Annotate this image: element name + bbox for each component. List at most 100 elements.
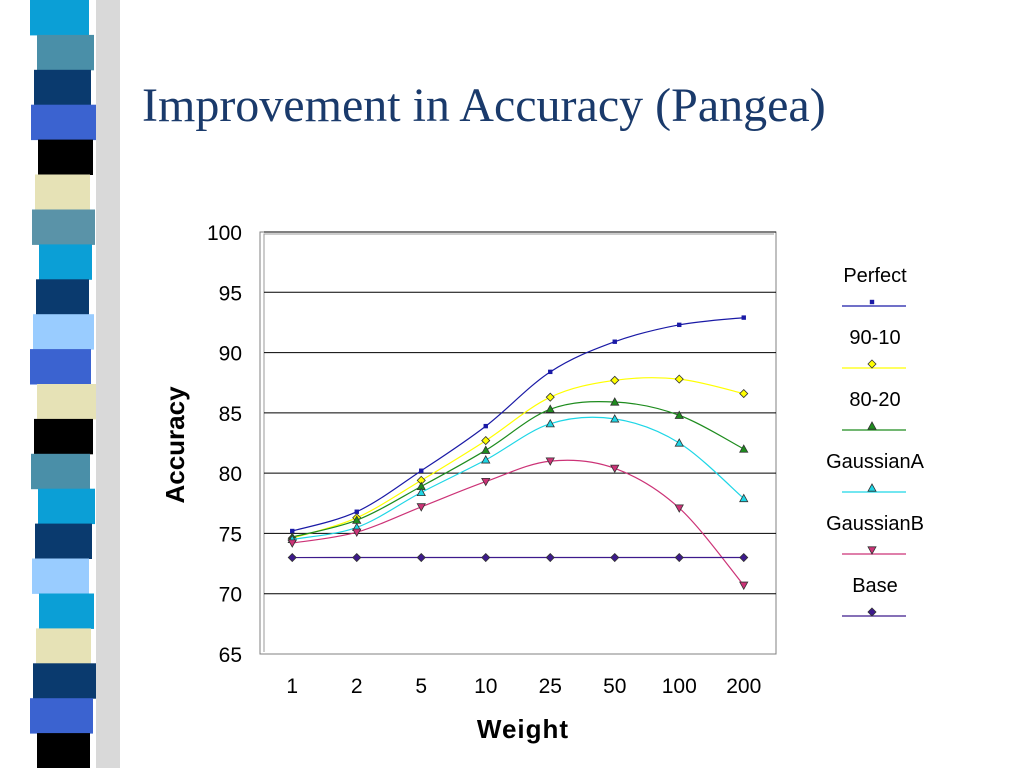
legend-label: GaussianA xyxy=(826,451,924,473)
legend-marker xyxy=(869,299,875,305)
data-point xyxy=(416,503,426,512)
stripe-band xyxy=(33,663,96,699)
data-point xyxy=(610,464,620,474)
data-point xyxy=(739,552,749,563)
y-tick-label: 75 xyxy=(219,523,242,546)
stripe-band xyxy=(34,418,93,455)
plot-border xyxy=(259,231,777,655)
stripe-band xyxy=(32,209,95,245)
data-point xyxy=(545,552,555,563)
data-point xyxy=(352,552,362,563)
data-point xyxy=(481,552,491,563)
gridlines xyxy=(264,231,776,595)
data-point xyxy=(677,322,682,328)
data-point xyxy=(416,487,426,497)
stripe-band xyxy=(37,34,94,71)
y-tick-label: 65 xyxy=(219,644,242,667)
stripe-band xyxy=(38,139,93,175)
stripe-band xyxy=(34,69,91,106)
stripe-band xyxy=(30,349,91,385)
y-tick-label: 70 xyxy=(219,584,242,607)
data-point xyxy=(610,414,620,423)
x-tick-label: 100 xyxy=(662,675,697,698)
legend-marker xyxy=(867,546,877,555)
data-point xyxy=(483,423,488,429)
stripe-band xyxy=(36,279,89,315)
legend-label: GaussianB xyxy=(826,513,924,535)
data-point xyxy=(739,581,749,591)
x-tick-label: 1 xyxy=(286,675,298,698)
stripe-band xyxy=(35,174,90,210)
data-point xyxy=(290,528,295,534)
y-tick-label: 100 xyxy=(207,222,242,245)
data-point xyxy=(548,369,553,375)
series-layer xyxy=(287,315,749,591)
data-point xyxy=(674,410,684,419)
data-point xyxy=(416,552,426,563)
stripe-band xyxy=(37,733,90,768)
x-tick-label: 200 xyxy=(726,675,761,698)
x-tick-label: 2 xyxy=(351,675,363,698)
series-gaussianb xyxy=(287,457,749,591)
data-point xyxy=(674,504,684,513)
data-point xyxy=(545,418,555,428)
stripe-band xyxy=(39,593,94,629)
legend-label: Perfect xyxy=(843,265,907,287)
legend-marker xyxy=(867,483,877,492)
data-point xyxy=(739,444,749,453)
y-axis-label: Accuracy xyxy=(160,386,190,504)
stripe-band xyxy=(39,244,92,280)
data-point xyxy=(481,436,491,446)
data-point xyxy=(610,375,620,385)
series-80-20 xyxy=(287,397,749,541)
stripe-band xyxy=(30,0,89,36)
slide-title: Improvement in Accuracy (Pangea) xyxy=(142,79,826,132)
series-line xyxy=(292,317,744,532)
data-point xyxy=(545,392,555,402)
y-tick-label: 85 xyxy=(219,403,242,426)
stripe-band xyxy=(37,384,96,420)
x-tick-label: 5 xyxy=(415,675,427,698)
decorative-stripe xyxy=(30,0,120,768)
stripe-band xyxy=(31,453,90,490)
legend-marker xyxy=(867,421,877,430)
data-point xyxy=(481,477,491,487)
data-point xyxy=(741,315,746,320)
data-point xyxy=(287,539,297,548)
plot-area xyxy=(259,231,777,655)
stripe-band xyxy=(30,698,93,734)
legend-marker xyxy=(867,359,877,369)
series-gaussiana xyxy=(287,414,749,544)
stripe-band xyxy=(32,558,89,594)
x-tick-label: 25 xyxy=(539,675,562,698)
legend-label: Base xyxy=(852,575,898,597)
stripe-shadow xyxy=(96,0,120,768)
series-perfect xyxy=(290,315,746,534)
legend-label: 80-20 xyxy=(849,389,900,411)
legend-label: 90-10 xyxy=(849,327,900,349)
x-axis-ticks: 1 2 5 10 25 50 100 200 xyxy=(286,675,761,698)
stripe-band xyxy=(36,628,91,664)
stripe-band xyxy=(38,488,95,525)
x-tick-label: 10 xyxy=(474,675,497,698)
legend: Perfect 90-10 80-20 GaussianA GaussianB Base xyxy=(826,265,925,617)
y-tick-label: 90 xyxy=(219,343,242,366)
data-point xyxy=(610,397,620,406)
data-point xyxy=(739,389,749,399)
data-point xyxy=(612,339,617,344)
plot-wall-edge xyxy=(263,233,774,652)
y-tick-label: 80 xyxy=(219,463,242,486)
data-point xyxy=(352,528,362,538)
data-point xyxy=(481,445,491,454)
data-point xyxy=(674,374,684,384)
legend-marker xyxy=(867,607,877,617)
data-point xyxy=(739,493,749,503)
series-base xyxy=(287,552,749,563)
x-axis-label: Weight xyxy=(477,714,569,744)
x-tick-label: 50 xyxy=(603,675,626,698)
data-point xyxy=(610,552,620,563)
data-point xyxy=(545,404,555,413)
stripe-band xyxy=(35,523,92,559)
stripe-band xyxy=(31,104,96,141)
